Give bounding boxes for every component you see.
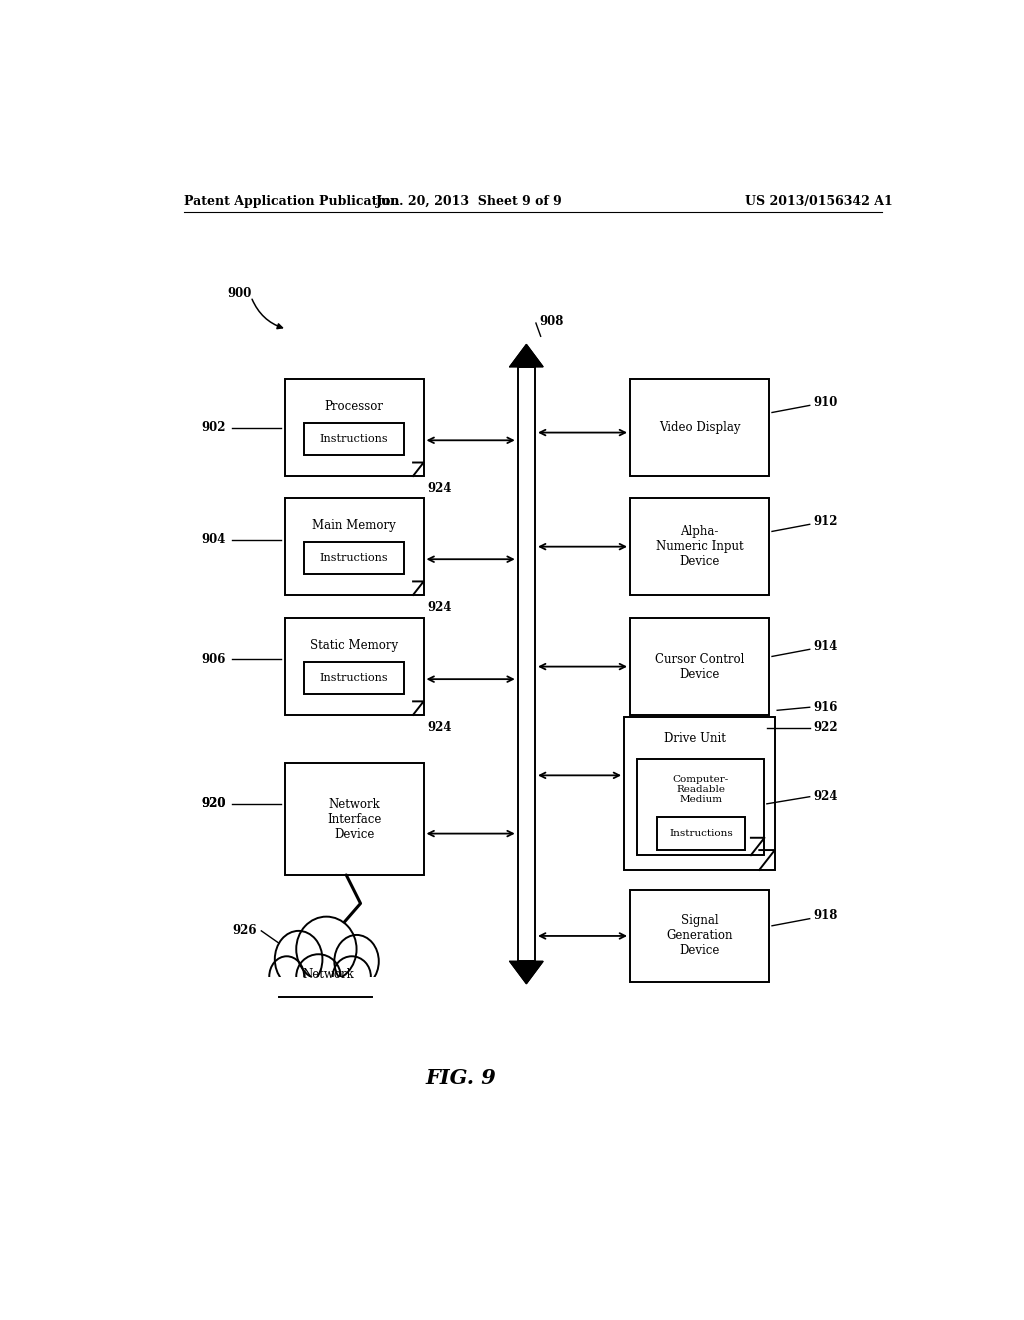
Bar xyxy=(518,367,536,961)
Text: Instructions: Instructions xyxy=(669,829,733,838)
Text: 924: 924 xyxy=(428,601,452,614)
Text: 912: 912 xyxy=(813,515,838,528)
Text: 904: 904 xyxy=(202,533,226,546)
Text: Computer-
Readable
Medium: Computer- Readable Medium xyxy=(673,775,729,804)
Ellipse shape xyxy=(333,956,371,997)
Text: Network
Interface
Device: Network Interface Device xyxy=(327,797,381,841)
Polygon shape xyxy=(510,961,543,983)
Bar xyxy=(630,890,769,982)
Bar xyxy=(285,618,424,715)
Text: 900: 900 xyxy=(227,286,252,300)
Text: 906: 906 xyxy=(202,653,226,667)
Text: 924: 924 xyxy=(813,791,838,803)
Text: 908: 908 xyxy=(539,314,563,327)
Text: Instructions: Instructions xyxy=(319,673,388,682)
Text: 902: 902 xyxy=(202,421,226,434)
Bar xyxy=(304,541,404,574)
Bar xyxy=(285,379,424,477)
Bar xyxy=(638,759,765,855)
Bar xyxy=(630,618,769,715)
Text: FIG. 9: FIG. 9 xyxy=(426,1068,497,1088)
Text: 922: 922 xyxy=(813,721,838,734)
Bar xyxy=(285,499,424,595)
Text: Instructions: Instructions xyxy=(319,434,388,444)
Text: 920: 920 xyxy=(202,797,226,810)
Text: Video Display: Video Display xyxy=(658,421,740,434)
Text: Patent Application Publication: Patent Application Publication xyxy=(183,194,399,207)
Polygon shape xyxy=(510,345,543,367)
Text: Alpha-
Numeric Input
Device: Alpha- Numeric Input Device xyxy=(655,525,743,568)
Ellipse shape xyxy=(334,935,379,987)
Text: Drive Unit: Drive Unit xyxy=(665,731,726,744)
Text: Main Memory: Main Memory xyxy=(312,519,396,532)
Text: 924: 924 xyxy=(428,721,452,734)
Ellipse shape xyxy=(274,931,323,987)
Text: Signal
Generation
Device: Signal Generation Device xyxy=(667,915,732,957)
Text: Network: Network xyxy=(302,968,354,981)
Bar xyxy=(624,718,775,870)
Bar xyxy=(259,977,382,1012)
Text: Cursor Control
Device: Cursor Control Device xyxy=(654,652,744,681)
Text: 916: 916 xyxy=(813,701,838,714)
Text: 918: 918 xyxy=(813,909,838,923)
Text: 914: 914 xyxy=(813,640,838,653)
Bar xyxy=(630,379,769,477)
Text: 924: 924 xyxy=(428,482,452,495)
Text: 910: 910 xyxy=(813,396,838,409)
Text: 926: 926 xyxy=(232,924,257,937)
Bar xyxy=(657,817,744,850)
Text: Processor: Processor xyxy=(325,400,384,413)
Bar xyxy=(304,422,404,455)
Ellipse shape xyxy=(296,916,356,982)
Text: 920: 920 xyxy=(202,797,226,810)
Ellipse shape xyxy=(296,954,341,999)
Text: US 2013/0156342 A1: US 2013/0156342 A1 xyxy=(744,194,892,207)
Bar xyxy=(285,763,424,875)
Text: Jun. 20, 2013  Sheet 9 of 9: Jun. 20, 2013 Sheet 9 of 9 xyxy=(376,194,562,207)
Text: Static Memory: Static Memory xyxy=(310,639,398,652)
Bar xyxy=(630,499,769,595)
Ellipse shape xyxy=(269,956,304,997)
Text: Instructions: Instructions xyxy=(319,553,388,562)
Bar xyxy=(304,661,404,693)
